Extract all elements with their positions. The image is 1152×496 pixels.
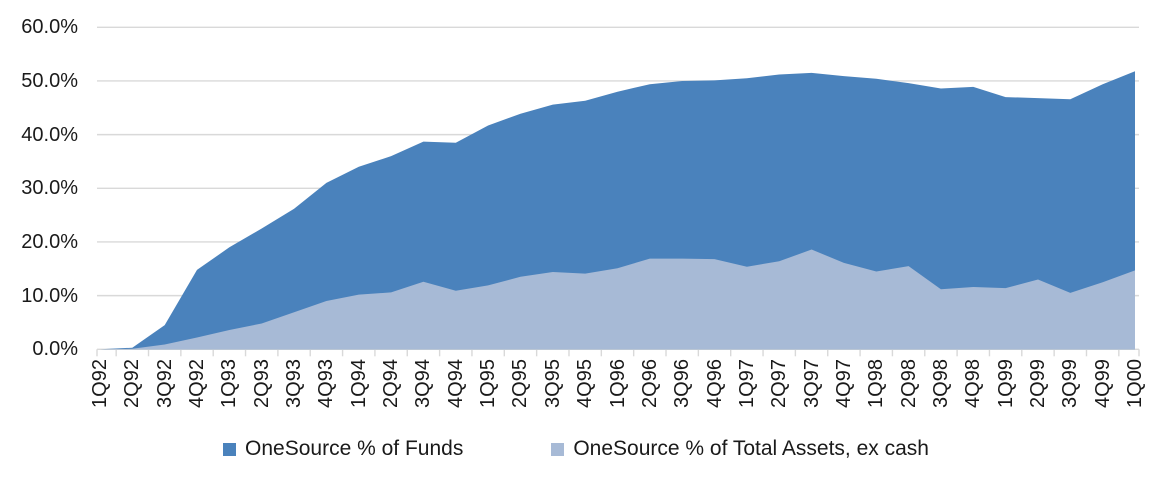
x-tick-label: 3Q93 — [283, 359, 306, 408]
y-tick-label: 0.0% — [32, 338, 78, 361]
x-tick-label: 3Q99 — [1059, 359, 1082, 408]
x-tick-label: 4Q92 — [186, 359, 209, 408]
x-tick-label: 3Q97 — [800, 359, 823, 408]
y-tick-label: 20.0% — [21, 230, 78, 253]
x-tick-label: 4Q98 — [962, 359, 985, 408]
x-tick-label: 4Q96 — [703, 359, 726, 408]
y-tick-label: 50.0% — [21, 69, 78, 92]
x-tick-label: 1Q95 — [477, 359, 500, 408]
y-tick-label: 40.0% — [21, 123, 78, 146]
y-tick-label: 60.0% — [21, 16, 78, 39]
x-tick-label: 2Q97 — [768, 359, 791, 408]
x-tick-label: 2Q96 — [638, 359, 661, 408]
x-tick-label: 2Q98 — [897, 359, 920, 408]
y-tick-label: 30.0% — [21, 177, 78, 200]
y-tick-label: 10.0% — [21, 284, 78, 307]
x-tick-label: 1Q97 — [735, 359, 758, 408]
x-tick-label: 2Q94 — [380, 359, 403, 408]
x-tick-label: 3Q92 — [153, 359, 176, 408]
x-tick-label: 3Q94 — [412, 359, 435, 408]
x-tick-label: 2Q99 — [1026, 359, 1049, 408]
x-tick-label: 3Q96 — [671, 359, 694, 408]
funds-legend-swatch-icon — [223, 442, 237, 456]
x-tick-label: 1Q98 — [865, 359, 888, 408]
x-tick-label: 1Q92 — [89, 359, 111, 408]
x-tick-label: 4Q94 — [444, 359, 467, 408]
x-tick-label: 3Q95 — [541, 359, 564, 408]
x-tick-label: 4Q95 — [574, 359, 597, 408]
x-tick-label: 4Q97 — [832, 359, 855, 408]
x-tick-label: 1Q94 — [347, 359, 370, 408]
funds-legend-label: OneSource % of Funds — [245, 437, 464, 460]
assets-legend-label: OneSource % of Total Assets, ex cash — [573, 437, 929, 460]
chart-legend: OneSource % of Funds OneSource % of Tota… — [0, 437, 1152, 461]
assets-area — [100, 249, 1135, 350]
x-tick-label: 1Q93 — [218, 359, 241, 408]
x-tick-label: 4Q93 — [315, 359, 338, 408]
x-tick-label: 2Q95 — [509, 359, 532, 408]
legend-item-funds: OneSource % of Funds — [223, 437, 463, 461]
x-tick-label: 1Q00 — [1124, 359, 1146, 408]
x-tick-label: 4Q99 — [1091, 359, 1114, 408]
x-tick-label: 2Q92 — [121, 359, 144, 408]
assets-legend-swatch-icon — [551, 442, 565, 456]
x-tick-label: 1Q96 — [606, 359, 629, 408]
legend-item-assets: OneSource % of Total Assets, ex cash — [551, 437, 929, 461]
x-tick-label: 2Q93 — [250, 359, 273, 408]
x-tick-label: 3Q98 — [929, 359, 952, 408]
x-tick-label: 1Q99 — [994, 359, 1017, 408]
